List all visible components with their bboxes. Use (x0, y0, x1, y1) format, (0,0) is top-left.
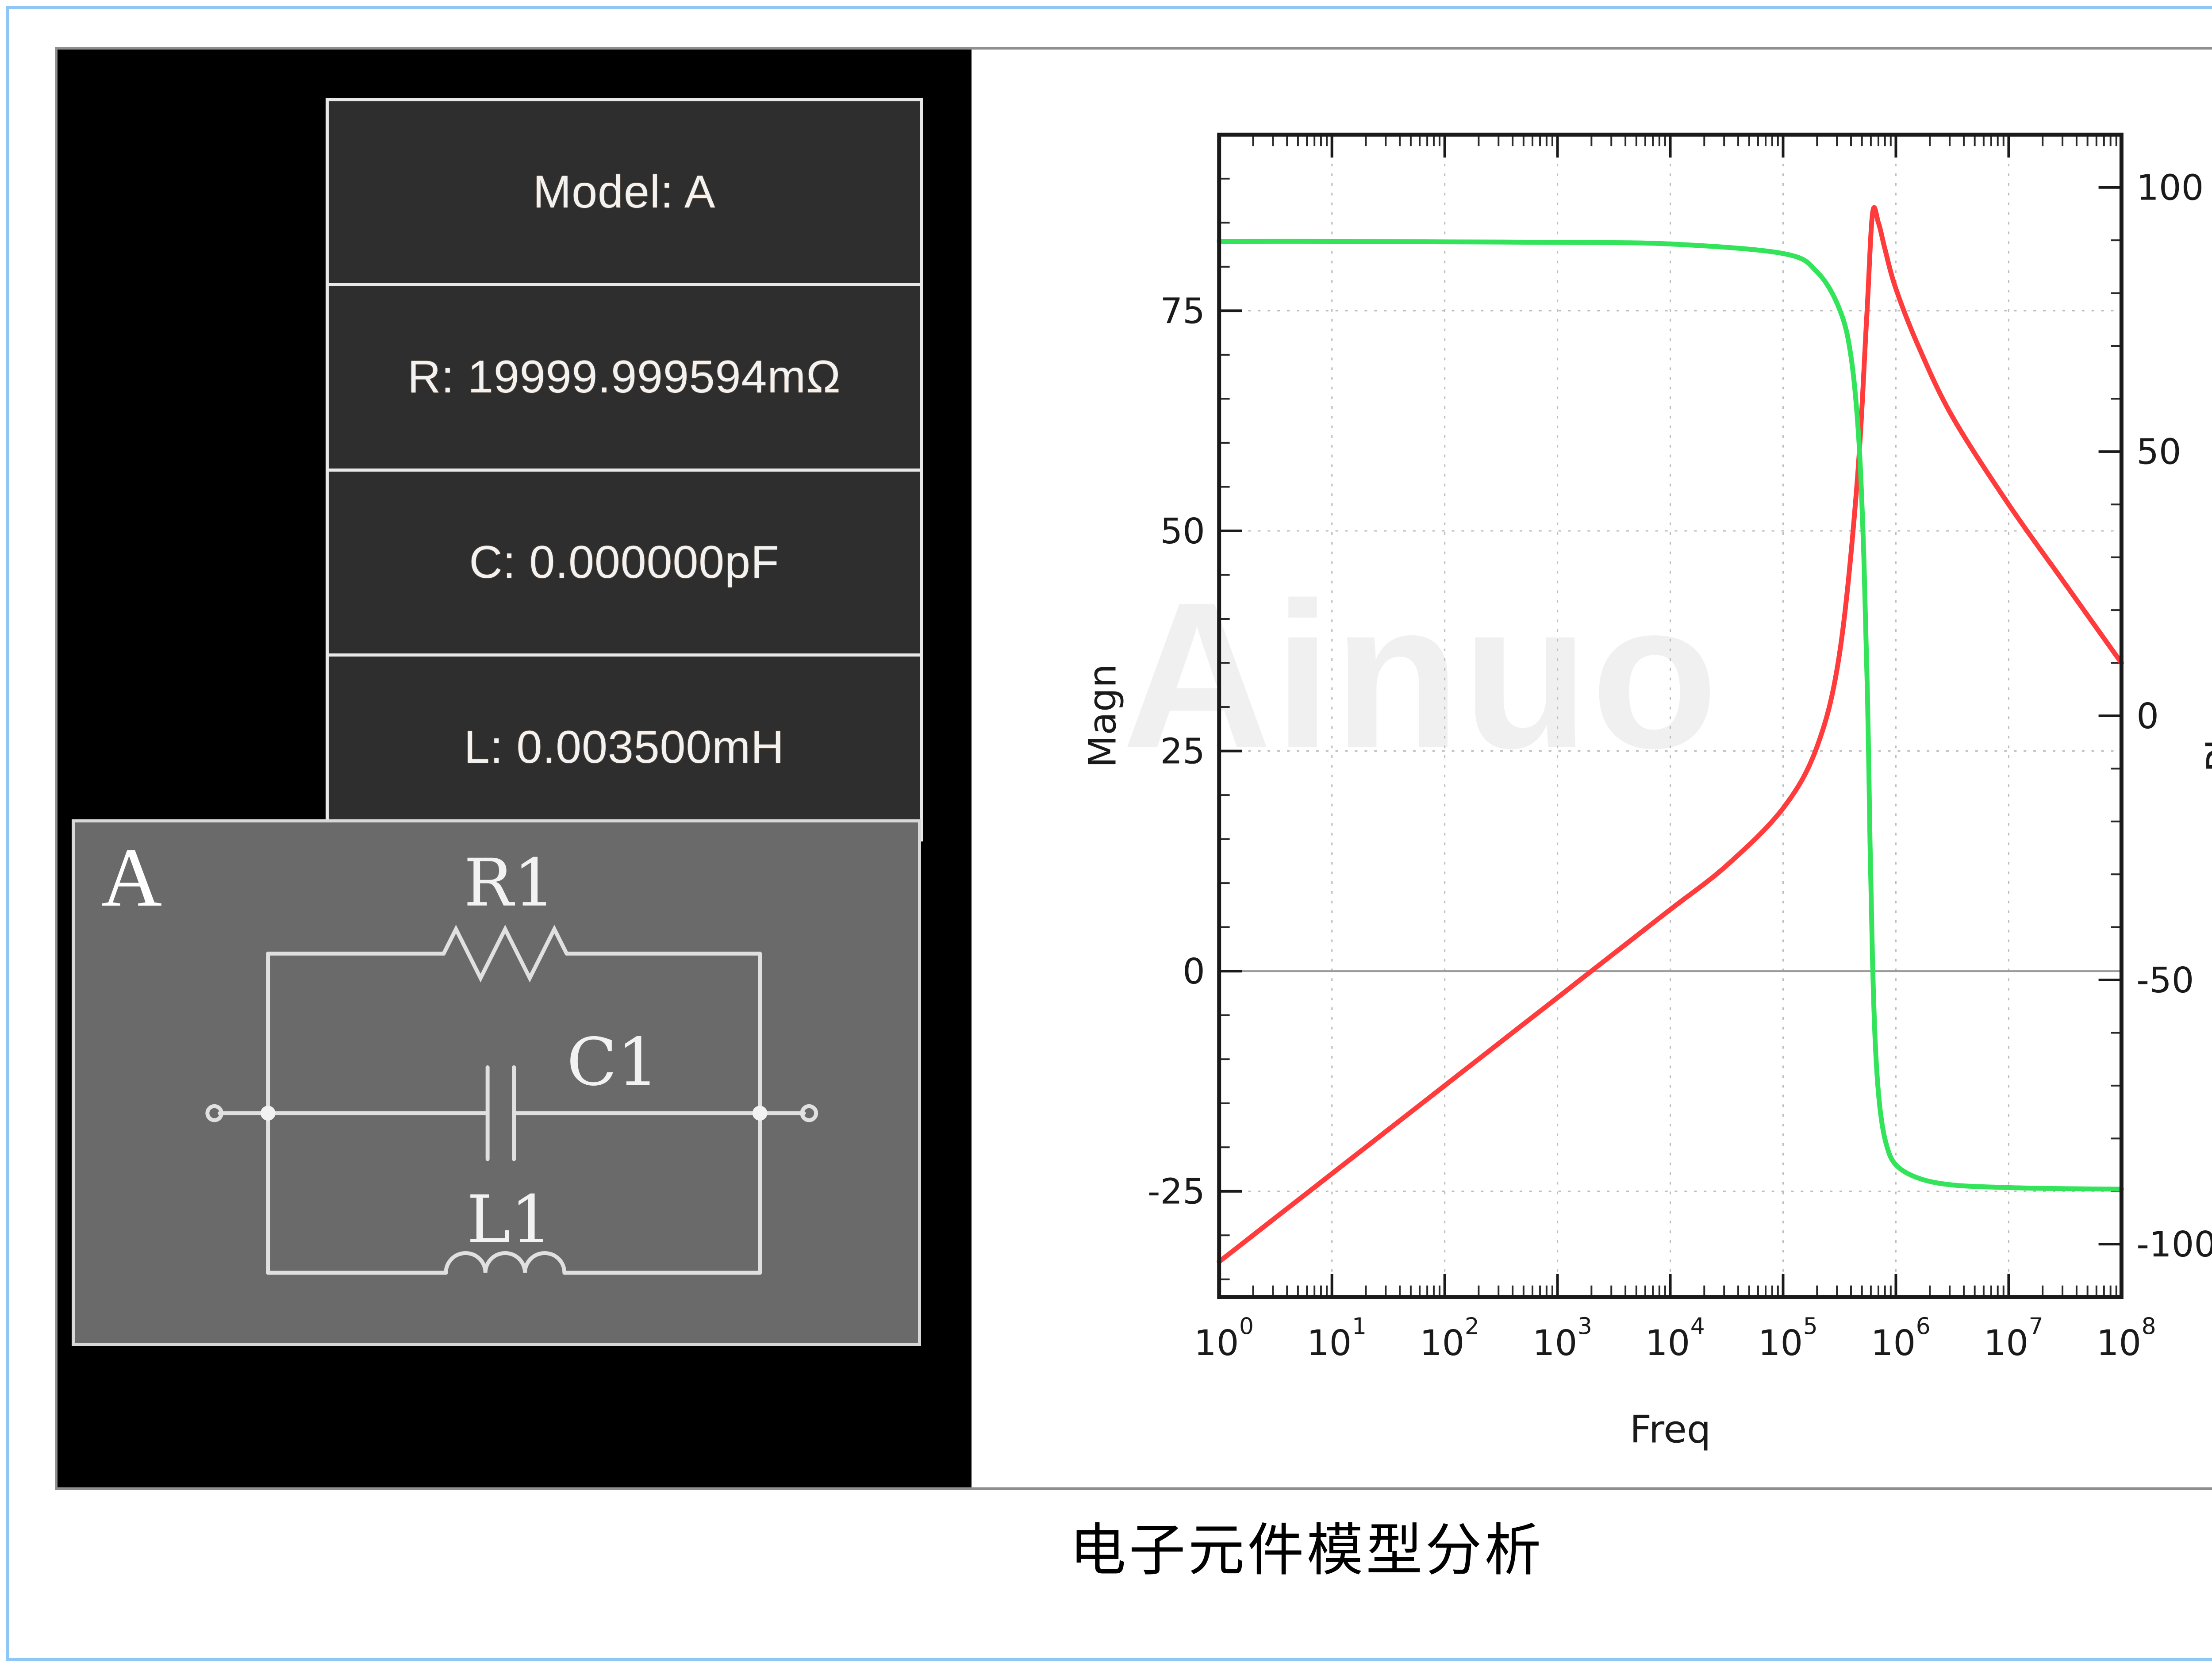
svg-text:6: 6 (1916, 1313, 1931, 1340)
x-axis-tick-label: 10 1 (1307, 1313, 1367, 1364)
series-line-phase (1217, 238, 2124, 1192)
plot-frame (1217, 132, 2124, 1299)
svg-text:5: 5 (1803, 1313, 1818, 1340)
y-axis-tick-label: 50 (1160, 511, 1205, 552)
circuit-diagram-panel[interactable]: A (72, 819, 921, 1346)
svg-text:10: 10 (1984, 1322, 2028, 1364)
x-axis-tick-label: 10 2 (1420, 1313, 1479, 1364)
parameter-panel: Model: A R: 19999.999594mΩ C: 0.000000pF… (326, 98, 923, 841)
y2-axis-tick-label: 50 (2136, 431, 2181, 472)
capacitor-label: C1 (567, 1024, 659, 1101)
y-axis-tick-label: 25 (1160, 730, 1205, 772)
inductor-label: L1 (467, 1182, 553, 1258)
page-caption: 电子元件模型分析 (1069, 1517, 1544, 1583)
y2-axis-tick-label: -100 (2136, 1224, 2212, 1265)
y-axis-tick-label: 0 (1183, 951, 1205, 992)
resistor-label: R1 (464, 845, 555, 922)
series-line-magn (1217, 205, 2124, 1264)
circuit-schematic-icon: R1 C1 L1 (205, 845, 818, 1275)
param-row-inductance[interactable]: L: 0.003500mH (329, 656, 920, 838)
svg-text:10: 10 (1758, 1322, 1803, 1364)
x-axis-tick-label: 10 6 (1871, 1313, 1931, 1364)
svg-text:10: 10 (1645, 1322, 1690, 1364)
svg-text:1: 1 (1352, 1313, 1367, 1340)
svg-text:10: 10 (1871, 1322, 1916, 1364)
x-axis-tick-label: 10 7 (1984, 1313, 2043, 1364)
svg-text:10: 10 (1194, 1322, 1239, 1364)
x-axis-tick-label: 10 0 (1194, 1313, 1254, 1364)
svg-text:2: 2 (1465, 1313, 1479, 1340)
x-axis-tick-label: 10 5 (1758, 1313, 1818, 1364)
y2-axis-title: Phase (2199, 659, 2212, 772)
chart-panel: Ainuo -25 0 25 50 75 -100 -50 0 50 100 10 0 10 1 10 2 10… (972, 50, 2212, 1487)
svg-text:10: 10 (1420, 1322, 1464, 1364)
left-column: Model: A R: 19999.999594mΩ C: 0.000000pF… (58, 50, 972, 1487)
svg-text:0: 0 (1239, 1313, 1254, 1340)
param-row-resistance[interactable]: R: 19999.999594mΩ (329, 286, 920, 472)
y-axis-title: Magn (1081, 664, 1125, 768)
y-axis-tick-label: 75 (1160, 290, 1205, 331)
y2-axis-tick-label: 0 (2136, 695, 2159, 737)
circuit-model-letter: A (101, 831, 162, 924)
app-window: Model: A R: 19999.999594mΩ C: 0.000000pF… (55, 47, 2212, 1490)
svg-text:10: 10 (1307, 1322, 1352, 1364)
svg-text:10: 10 (1532, 1322, 1577, 1364)
x-axis-tick-label: 10 4 (1645, 1313, 1705, 1364)
svg-text:8: 8 (2142, 1313, 2156, 1340)
svg-text:10: 10 (2097, 1322, 2141, 1364)
y2-axis-tick-label: -50 (2136, 960, 2194, 1001)
y2-axis-tick-label: 100 (2136, 167, 2204, 208)
y-axis-tick-label: -25 (1148, 1171, 1205, 1212)
svg-text:4: 4 (1690, 1313, 1705, 1340)
param-row-capacitance[interactable]: C: 0.000000pF (329, 471, 920, 657)
svg-text:7: 7 (2029, 1313, 2043, 1340)
x-axis-tick-label: 10 3 (1532, 1313, 1592, 1364)
x-axis-tick-label: 10 8 (2097, 1313, 2156, 1364)
x-axis-title: Freq (1630, 1407, 1711, 1452)
svg-text:3: 3 (1578, 1313, 1592, 1340)
param-row-model[interactable]: Model: A (329, 101, 920, 287)
